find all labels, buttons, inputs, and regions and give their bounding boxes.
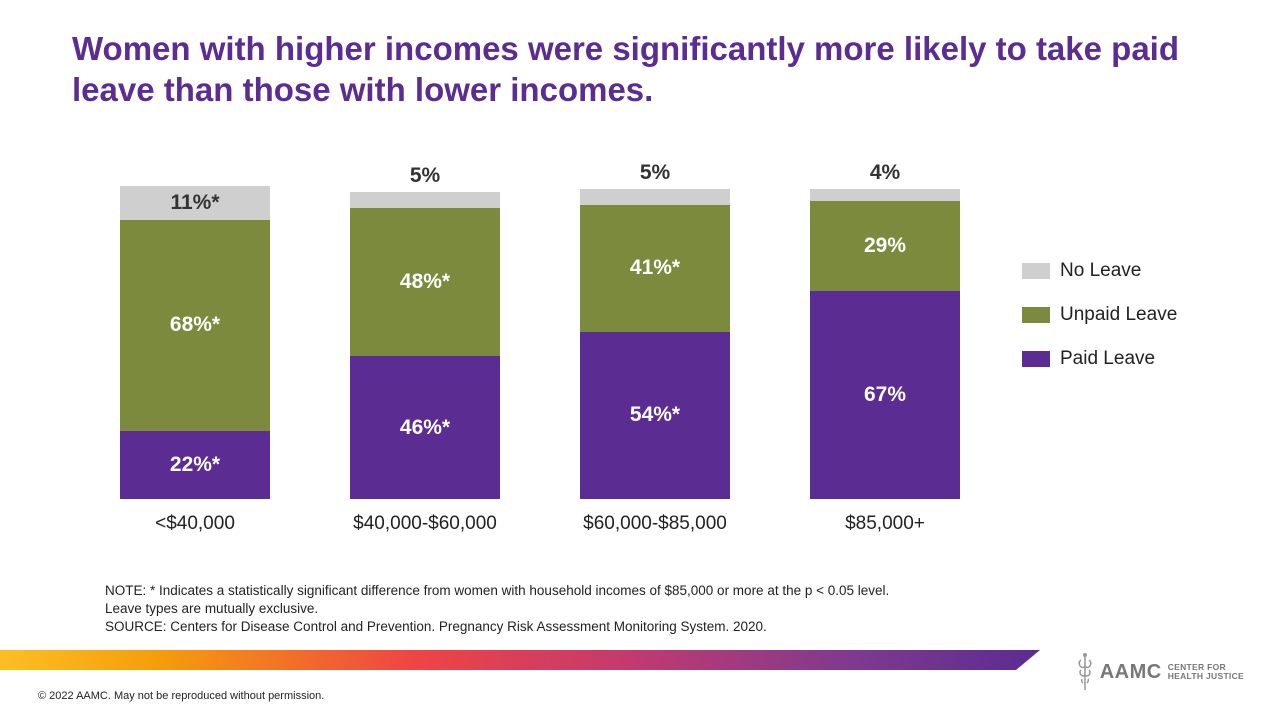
stacked-bar: 11%*68%*22%*	[120, 186, 270, 499]
legend: No Leave Unpaid Leave Paid Leave	[1022, 260, 1177, 370]
bar-group: 4%29%67% $85,000+	[795, 189, 975, 535]
logo-subtext: CENTER FOR HEALTH JUSTICE	[1168, 663, 1244, 682]
chart-title: Women with higher incomes were significa…	[72, 28, 1208, 111]
bar-segment-unpaid: 41%*	[580, 205, 730, 332]
bar-segment-noleave	[350, 192, 500, 208]
legend-label: No Leave	[1060, 260, 1141, 282]
stacked-bar: 4%29%67%	[810, 189, 960, 499]
aamc-logo: AAMC CENTER FOR HEALTH JUSTICE	[1076, 652, 1244, 692]
bar-segment-noleave	[810, 189, 960, 201]
bar-segment-noleave	[580, 189, 730, 205]
bar-segment-paid: 22%*	[120, 431, 270, 499]
bar-segment-paid: 54%*	[580, 332, 730, 499]
bar-group: 5%48%*46%* $40,000-$60,000	[335, 192, 515, 535]
legend-item: Paid Leave	[1022, 348, 1177, 370]
bar-group: 11%*68%*22%* <$40,000	[105, 186, 285, 535]
copyright-text: © 2022 AAMC. May not be reproduced witho…	[38, 690, 324, 702]
bar-segment-unpaid: 48%*	[350, 208, 500, 357]
note-line: Leave types are mutually exclusive.	[105, 600, 889, 618]
category-label: <$40,000	[155, 513, 235, 535]
bar-segment-noleave: 11%*	[120, 186, 270, 220]
bar-group: 5%41%*54%* $60,000-$85,000	[565, 189, 745, 535]
note-line: NOTE: * Indicates a statistically signif…	[105, 582, 889, 600]
legend-swatch	[1022, 351, 1050, 367]
legend-label: Unpaid Leave	[1060, 304, 1177, 326]
stacked-bar: 5%48%*46%*	[350, 192, 500, 499]
category-label: $40,000-$60,000	[353, 513, 497, 535]
category-label: $60,000-$85,000	[583, 513, 727, 535]
stacked-bar: 5%41%*54%*	[580, 189, 730, 499]
chart-notes: NOTE: * Indicates a statistically signif…	[105, 582, 889, 637]
bar-segment-unpaid: 29%	[810, 201, 960, 291]
legend-item: No Leave	[1022, 260, 1177, 282]
stacked-bar-chart: 11%*68%*22%*<$40,0005%48%*46%*$40,000-$6…	[105, 195, 975, 535]
bar-segment-unpaid: 68%*	[120, 220, 270, 431]
note-line: SOURCE: Centers for Disease Control and …	[105, 618, 889, 636]
caduceus-icon	[1076, 652, 1094, 692]
legend-swatch	[1022, 263, 1050, 279]
bar-segment-paid: 46%*	[350, 356, 500, 499]
bar-segment-paid: 67%	[810, 291, 960, 499]
category-label: $85,000+	[845, 513, 925, 535]
legend-label: Paid Leave	[1060, 348, 1155, 370]
logo-text: AAMC	[1100, 661, 1162, 684]
legend-item: Unpaid Leave	[1022, 304, 1177, 326]
legend-swatch	[1022, 307, 1050, 323]
footer-gradient-bar	[0, 650, 1040, 670]
